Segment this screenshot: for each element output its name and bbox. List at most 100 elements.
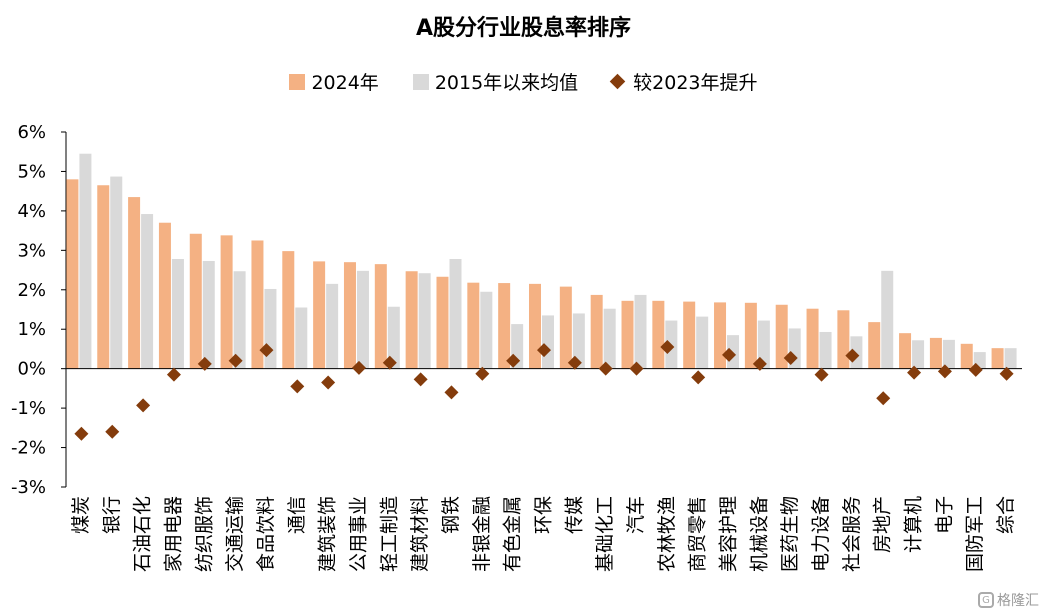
bar-2024 — [899, 333, 912, 369]
diamond-marker — [105, 424, 120, 439]
y-tick-label: -3% — [11, 477, 46, 498]
bar-avg — [696, 316, 709, 369]
y-tick-label: 3% — [17, 240, 46, 261]
y-tick-label: 2% — [17, 280, 46, 301]
legend-label-2024: 2024年 — [311, 72, 379, 94]
bar-2024 — [343, 262, 356, 369]
bar-avg — [326, 283, 339, 369]
bar-2024 — [282, 251, 295, 369]
diamond-marker — [783, 351, 798, 366]
x-tick-label: 交通运输 — [224, 496, 246, 572]
x-tick-label: 医药生物 — [779, 496, 801, 572]
bar-2024 — [960, 343, 973, 369]
x-tick-label: 非银金融 — [471, 496, 493, 572]
legend-swatch-2024 — [289, 73, 306, 90]
bar-avg — [295, 307, 308, 369]
bar-avg — [387, 306, 400, 369]
y-tick-label: 5% — [17, 161, 46, 182]
bar-2024 — [313, 261, 326, 369]
diamond-marker — [413, 372, 428, 387]
diamond-marker — [845, 348, 860, 363]
x-tick-label: 商贸零售 — [687, 496, 709, 572]
bar-avg — [480, 291, 493, 369]
x-tick-label: 轻工制造 — [378, 496, 400, 572]
x-tick-label: 建筑装饰 — [317, 496, 339, 572]
bar-2024 — [744, 302, 757, 369]
diamond-marker — [290, 379, 305, 394]
diamond-marker — [382, 355, 397, 370]
x-tick-label: 煤炭 — [70, 496, 92, 534]
diamond-marker — [999, 366, 1014, 381]
bar-avg — [603, 308, 616, 369]
legend-label-change: 较2023年提升 — [633, 72, 758, 94]
x-tick-label: 通信 — [286, 496, 308, 534]
diamond-marker — [968, 362, 983, 377]
bar-avg — [141, 214, 154, 369]
legend-label-avg: 2015年以来均值 — [434, 72, 579, 94]
diamond-marker — [74, 426, 89, 441]
legend-item-change: 较2023年提升 — [609, 68, 758, 95]
x-tick-label: 社会服务 — [841, 496, 863, 572]
bar-avg — [511, 324, 524, 369]
x-tick-label: 综合 — [995, 496, 1017, 534]
x-tick-label: 美容护理 — [718, 496, 740, 572]
watermark-text: 格隆汇 — [997, 593, 1039, 609]
diamond-marker — [228, 353, 243, 368]
diamond-marker — [660, 339, 675, 354]
bar-2024 — [529, 283, 541, 369]
bar-2024 — [621, 300, 634, 369]
bar-avg — [356, 270, 369, 369]
diamond-marker — [752, 356, 767, 371]
bar-2024 — [158, 222, 171, 369]
bar-avg — [233, 271, 246, 369]
diamond-marker — [351, 360, 366, 375]
bar-2024 — [590, 294, 603, 369]
bar-2024 — [189, 233, 202, 369]
bar-2024 — [683, 301, 696, 369]
diamond-marker — [506, 353, 521, 368]
watermark-logo-icon: G — [978, 592, 994, 608]
diamond-marker — [444, 385, 459, 400]
x-tick-label: 机械设备 — [748, 496, 770, 572]
x-tick-label: 公用事业 — [347, 496, 369, 572]
diamond-marker — [537, 343, 551, 358]
x-tick-label: 石油石化 — [132, 496, 154, 572]
x-tick-label: 家用电器 — [162, 496, 184, 572]
bar-avg — [634, 294, 647, 369]
bar-avg — [418, 273, 431, 369]
bar-2024 — [220, 235, 233, 369]
bar-avg — [1004, 348, 1017, 369]
bar-avg — [449, 259, 462, 369]
bar-2024 — [436, 276, 449, 369]
diamond-marker — [629, 361, 644, 376]
legend-swatch-avg — [412, 73, 429, 90]
diamond-marker — [937, 364, 952, 379]
bar-2024 — [714, 302, 727, 369]
bar-2024 — [652, 300, 665, 369]
bar-avg — [819, 331, 832, 369]
bar-2024 — [405, 271, 418, 369]
bar-2024 — [775, 304, 788, 369]
diamond-marker — [567, 355, 582, 370]
x-tick-label: 电子 — [933, 496, 955, 534]
bar-avg — [171, 259, 184, 369]
diamond-marker — [136, 398, 151, 413]
x-tick-label: 计算机 — [903, 496, 925, 553]
bar-avg — [942, 339, 955, 369]
bar-2024 — [868, 322, 881, 369]
x-tick-label: 房地产 — [872, 496, 894, 553]
x-tick-label: 农林牧渔 — [656, 496, 678, 572]
x-tick-label: 纺织服饰 — [193, 496, 215, 572]
diamond-marker — [691, 370, 706, 385]
x-tick-label: 基础化工 — [594, 496, 616, 572]
bar-avg — [110, 176, 123, 369]
bar-2024 — [97, 185, 110, 369]
bar-avg — [881, 270, 894, 369]
x-tick-label: 银行 — [101, 496, 123, 534]
y-tick-label: 4% — [17, 201, 46, 222]
bar-2024 — [837, 310, 850, 369]
x-tick-label: 电力设备 — [810, 496, 832, 572]
diamond-marker — [166, 367, 181, 382]
y-tick-label: 0% — [17, 359, 46, 380]
